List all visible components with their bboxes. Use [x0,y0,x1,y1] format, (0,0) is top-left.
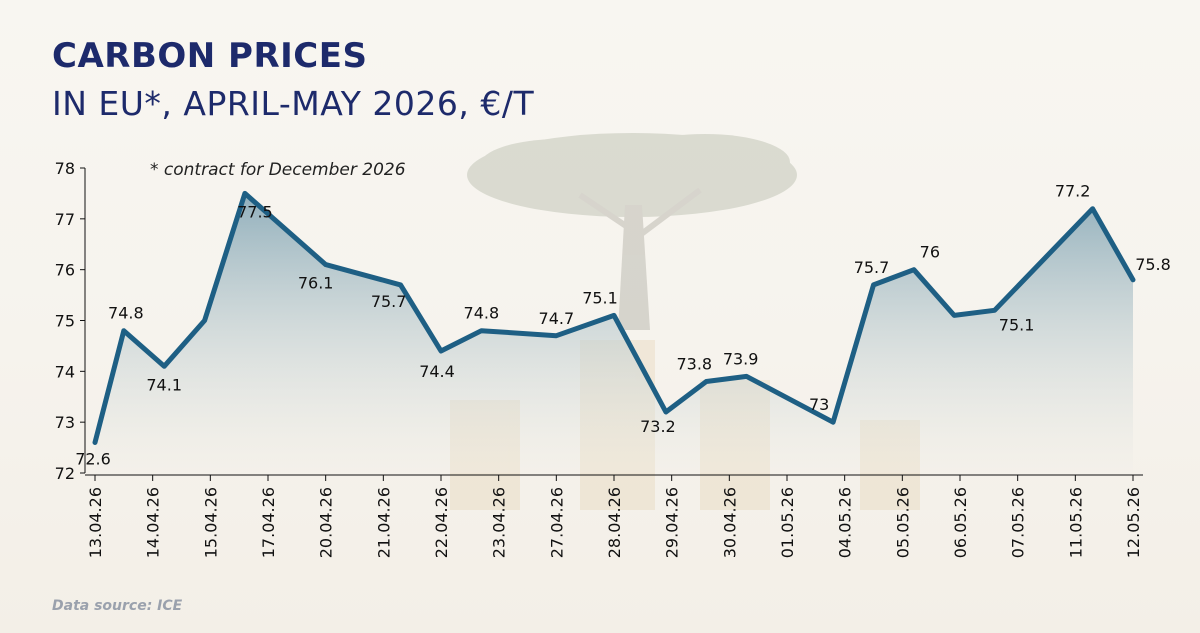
x-axis: 13.04.26 14.04.26 15.04.26 17.04.26 20.04.26… [85,474,1143,558]
x-tick-label: 11.05.26 [1066,487,1085,558]
x-tick-label: 30.04.26 [720,487,739,558]
y-tick-label: 76 [55,261,75,280]
data-label: 73.8 [676,355,712,374]
data-label: 75.8 [1135,255,1171,274]
x-tick-label: 07.05.26 [1009,487,1028,558]
series-line [92,190,1136,445]
tree-illustration [467,133,797,330]
x-tick-label: 28.04.26 [605,487,624,558]
data-label: 74.7 [539,309,575,328]
data-label: 75.7 [854,258,890,277]
x-tick-label: 14.04.26 [144,487,163,558]
data-labels: 72.6 74.8 74.1 77.5 76.1 75.7 74.4 74.8 74.7 75.1… [75,182,1171,469]
x-tick-label: 12.05.26 [1124,487,1143,558]
data-label: 74.4 [419,362,455,381]
data-label: 76 [920,243,940,262]
x-tick-label: 13.04.26 [86,487,105,558]
data-label: 74.8 [464,304,500,323]
data-label: 75.1 [582,288,618,307]
series-area [95,193,1133,473]
y-tick-label: 74 [55,362,75,381]
data-label: 75.1 [999,315,1035,334]
y-tick-label: 77 [55,210,75,229]
chart-subtitle: IN EU*, APRIL-MAY 2026, €/T [52,84,535,123]
x-tick-label: 17.04.26 [259,487,278,558]
x-tick-label: 29.04.26 [663,487,682,558]
data-label: 73.2 [640,417,676,436]
data-source: Data source: ICE [52,598,183,614]
data-label: 74.1 [146,375,182,394]
data-label: 72.6 [75,450,111,469]
y-axis: 72 73 74 75 76 77 78 [55,159,86,483]
y-tick-label: 75 [55,312,75,331]
x-tick-label: 15.04.26 [201,487,220,558]
data-label: 73 [809,395,829,414]
x-tick-label: 22.04.26 [432,487,451,558]
x-tick-label: 01.05.26 [778,487,797,558]
x-tick-label: 23.04.26 [490,487,509,558]
x-tick-label: 21.04.26 [374,487,393,558]
data-label: 75.7 [371,292,407,311]
data-label: 74.8 [108,304,144,323]
data-label: 77.5 [237,202,273,221]
y-tick-label: 73 [55,413,75,432]
y-tick-label: 78 [55,159,75,178]
x-tick-label: 27.04.26 [547,487,566,558]
x-tick-label: 05.05.26 [893,487,912,558]
data-label: 73.9 [723,349,759,368]
data-label: 77.2 [1055,182,1091,201]
y-tick-label: 72 [55,464,75,483]
x-tick-label: 06.05.26 [951,487,970,558]
data-label: 76.1 [298,274,334,293]
contract-note: * contract for December 2026 [150,160,406,180]
x-tick-label: 20.04.26 [317,487,336,558]
x-tick-label: 04.05.26 [836,487,855,558]
chart-title: CARBON PRICES [52,36,368,76]
